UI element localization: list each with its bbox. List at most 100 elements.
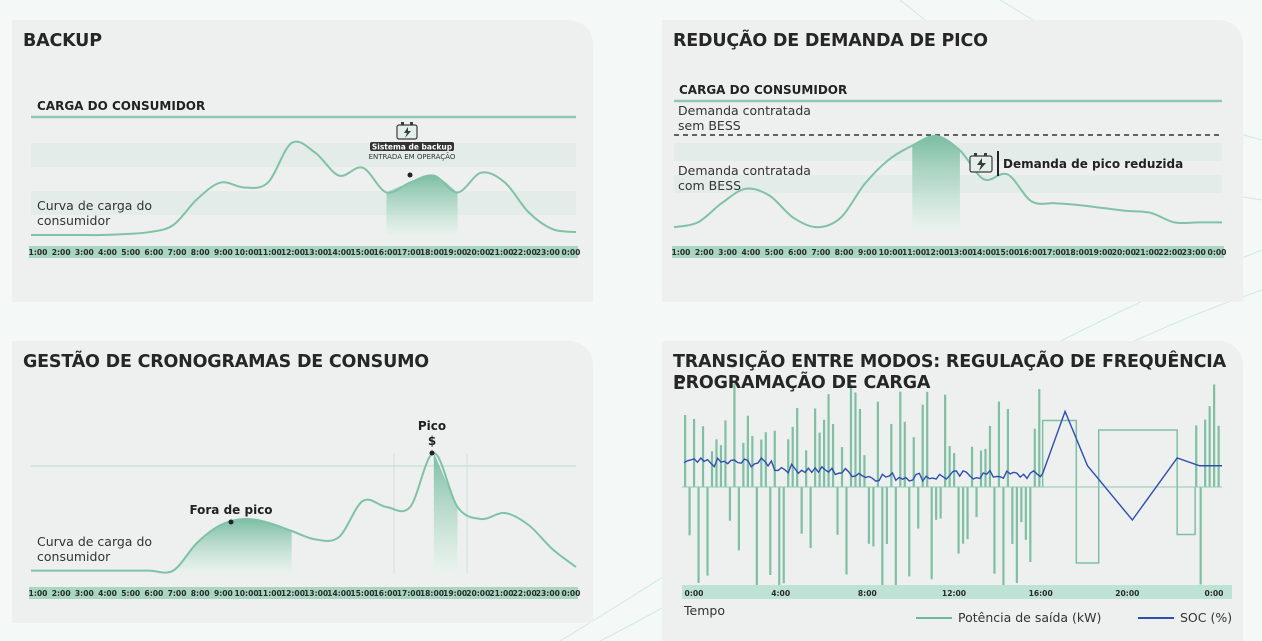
- power-bar: [908, 487, 911, 577]
- power-bar: [1002, 487, 1005, 587]
- power-bar: [885, 487, 888, 544]
- tick-label: 11:00: [258, 248, 282, 257]
- tick-label: 17:00: [397, 589, 421, 598]
- backup-system-tag: [370, 142, 454, 151]
- power-bars: [684, 384, 1220, 592]
- power-bar: [818, 432, 821, 487]
- power-bar: [710, 451, 714, 487]
- curve-label-1: Curva de carga do: [37, 198, 152, 213]
- tick-label: 17:00: [1042, 248, 1066, 257]
- power-bar: [1217, 425, 1220, 487]
- tick-label: 23:00: [536, 248, 560, 257]
- power-bar: [746, 415, 749, 487]
- power-bar: [899, 391, 902, 487]
- power-bar: [993, 487, 996, 574]
- with-bess-2: com BESS: [678, 178, 741, 193]
- tick-label: 16:00: [1029, 589, 1053, 598]
- tick-label: 12:00: [942, 589, 966, 598]
- tick-label: 12:00: [281, 589, 305, 598]
- transition-chart: 0:00 4:00 8:00 12:00 16:00 20:00 0:00 Tempo Po…: [682, 384, 1232, 625]
- tick-label: 0:00: [1205, 589, 1224, 598]
- tick-label: 19:00: [443, 248, 467, 257]
- tick-label: 4:00: [98, 589, 117, 598]
- power-bar: [948, 446, 951, 487]
- power-bar: [1208, 406, 1211, 487]
- power-bar: [867, 487, 871, 544]
- load-curve: [30, 451, 577, 574]
- power-bar: [944, 394, 947, 487]
- tick-label: 1:00: [29, 248, 48, 257]
- power-bar: [760, 439, 763, 487]
- system-label: Sistema de backup: [372, 143, 453, 152]
- tick-label: 23:00: [536, 589, 560, 598]
- power-bar: [782, 487, 785, 584]
- tick-label: 0:00: [685, 589, 704, 598]
- tick-label: 8:00: [191, 248, 210, 257]
- tick-label: 18:00: [420, 248, 444, 257]
- power-bar: [796, 408, 799, 487]
- schedule-chart: Curva de carga do consumidor Fora de pic…: [29, 419, 580, 599]
- power-bar: [831, 424, 835, 487]
- power-bar: [858, 408, 862, 487]
- power-bar: [961, 487, 965, 544]
- card-title-1: TRANSIÇÃO ENTRE MODOS: REGULAÇÃO DE FREQ…: [673, 352, 1226, 394]
- tick-label: 10:00: [234, 248, 258, 257]
- soc-line: [683, 409, 1222, 522]
- power-bar: [975, 487, 978, 518]
- tick-label: 16:00: [374, 248, 398, 257]
- power-bar: [988, 425, 992, 487]
- schedule-card: Curva de carga do consumidor Fora de pic…: [12, 341, 593, 623]
- power-bar: [890, 423, 893, 487]
- time-axis: 0:00 4:00 8:00 12:00 16:00 20:00 0:00: [685, 589, 1224, 598]
- power-bar: [791, 426, 794, 487]
- load-curve-group: [673, 134, 1222, 232]
- tick-label: 21:00: [489, 248, 513, 257]
- power-bar: [957, 487, 960, 554]
- peak-chart: CARGA DO CONSUMIDOR Demanda contratada s…: [672, 83, 1226, 258]
- battery-charge-icon: [396, 122, 418, 140]
- tick-label: 6:00: [788, 248, 807, 257]
- power-bar: [849, 384, 853, 487]
- tick-label: 22:00: [513, 589, 537, 598]
- power-bar: [733, 384, 736, 487]
- power-bar: [737, 487, 740, 551]
- power-bar: [970, 446, 974, 487]
- tick-label: 7:00: [168, 589, 187, 598]
- tick-label: 20:00: [1112, 248, 1136, 257]
- power-bar: [1204, 419, 1207, 487]
- tick-label: 14:00: [327, 248, 351, 257]
- power-bar: [845, 487, 848, 575]
- power-bar: [903, 421, 906, 487]
- power-bar: [1024, 487, 1027, 540]
- tick-label: 5:00: [765, 248, 784, 257]
- tick-label: 14:00: [972, 248, 996, 257]
- tick-label: 6:00: [144, 248, 163, 257]
- tick-label: 18:00: [1065, 248, 1089, 257]
- backup-chart: CARGA DO CONSUMIDOR Curva de carga do co…: [29, 99, 581, 258]
- tick-label: 2:00: [695, 248, 714, 257]
- power-bar: [697, 487, 700, 583]
- tick-label: 13:00: [949, 248, 973, 257]
- time-axis: 1:00 2:00 3:00 4:00 5:00 6:00 7:00 8:00 9:00 10:0…: [29, 246, 581, 258]
- power-bar: [881, 487, 884, 589]
- legend-power: Potência de saída (kW): [958, 610, 1101, 625]
- load-curve: [673, 134, 1222, 229]
- power-bar: [979, 450, 983, 487]
- peak-symbol: $: [428, 434, 436, 448]
- transition-card: 0:00 4:00 8:00 12:00 16:00 20:00 0:00 Tempo Po…: [662, 341, 1243, 641]
- tick-label: 9:00: [214, 589, 233, 598]
- highlight-area-0: [386, 175, 458, 237]
- power-bar: [854, 392, 857, 487]
- power-bar: [917, 487, 920, 529]
- time-axis: 1:00 2:00 3:00 4:00 5:00 6:00 7:00 8:00 9:00 10:0…: [29, 587, 580, 599]
- tick-label: 3:00: [75, 589, 94, 598]
- power-bar: [719, 445, 723, 487]
- peak-label: Pico: [418, 419, 446, 433]
- power-bar: [1033, 428, 1036, 487]
- legend-soc: SOC (%): [1180, 610, 1232, 625]
- power-step-line: [1041, 419, 1196, 564]
- band-2: [31, 191, 576, 215]
- tick-label: 15:00: [995, 248, 1019, 257]
- peak-dot: [429, 450, 435, 456]
- tick-label: 0:00: [562, 248, 581, 257]
